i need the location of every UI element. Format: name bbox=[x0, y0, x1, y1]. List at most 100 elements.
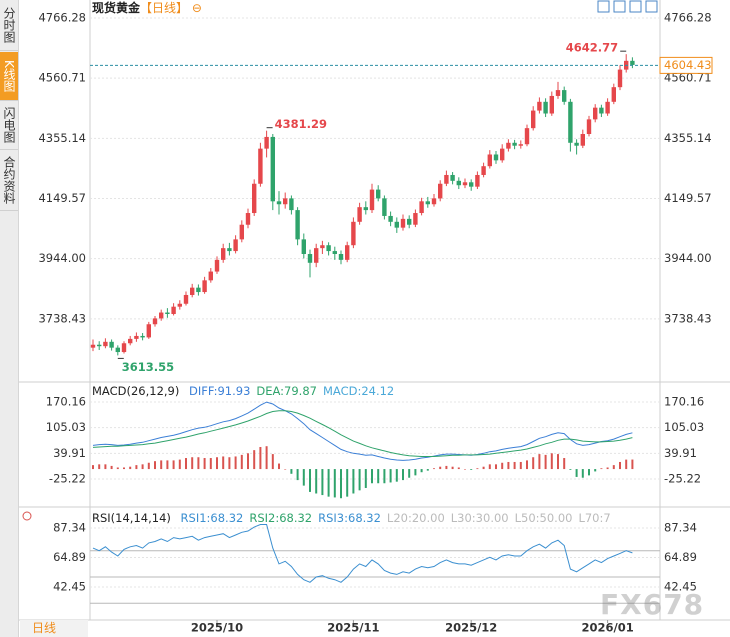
candle-body bbox=[413, 213, 418, 225]
macd-bar bbox=[557, 454, 559, 470]
macd-bar bbox=[544, 454, 547, 470]
macd-bar bbox=[222, 456, 225, 470]
candle-body bbox=[438, 183, 443, 199]
candle-body bbox=[630, 60, 635, 65]
chart-header: 现货黄金【日线】 ⊖ bbox=[92, 0, 202, 16]
sidebar-tab[interactable]: 分时图 bbox=[0, 0, 18, 51]
tool-icon[interactable] bbox=[645, 0, 658, 13]
macd-bar bbox=[507, 461, 510, 470]
macd-bar bbox=[371, 469, 373, 484]
candle-body bbox=[258, 148, 263, 184]
y-tick-label: 4560.71 bbox=[38, 71, 86, 85]
macd-bar bbox=[234, 456, 237, 470]
tool-icon[interactable] bbox=[613, 0, 626, 13]
rsi-line bbox=[92, 524, 633, 583]
candle-body bbox=[134, 335, 139, 339]
candle-body bbox=[382, 198, 387, 216]
chart-subtitle: 【日线】 bbox=[140, 1, 189, 15]
icon[interactable]: ⊖ bbox=[191, 1, 202, 15]
macd-bar bbox=[445, 465, 448, 470]
candle-body bbox=[580, 134, 585, 146]
sidebar-tab[interactable]: 闪电图 bbox=[0, 101, 18, 150]
y-tick-label: 39.91 bbox=[664, 446, 697, 460]
macd-bar bbox=[495, 464, 497, 470]
macd-bar bbox=[191, 457, 194, 470]
y-tick-label: 4355.14 bbox=[38, 131, 86, 145]
candle-body bbox=[599, 107, 604, 114]
candle-body bbox=[320, 245, 325, 249]
candle-body bbox=[214, 259, 220, 272]
macd-bar bbox=[408, 469, 411, 478]
candle-body bbox=[245, 213, 251, 225]
candle-body bbox=[190, 287, 195, 295]
macd-bar bbox=[433, 468, 435, 470]
candle-body bbox=[165, 312, 170, 314]
y-tick-label: 87.34 bbox=[664, 520, 697, 534]
macd-bar bbox=[464, 469, 466, 470]
candle-body bbox=[549, 95, 554, 114]
candle-body bbox=[227, 248, 232, 252]
period-selector[interactable]: 日线 bbox=[20, 620, 88, 637]
legend-entry: L30:30.00 bbox=[450, 511, 509, 525]
candle-body bbox=[289, 198, 294, 211]
candle-body bbox=[208, 271, 213, 281]
macd-bar bbox=[290, 469, 293, 474]
settings-icon[interactable] bbox=[22, 511, 32, 521]
candle-body bbox=[537, 101, 542, 111]
watermark: FX678 bbox=[600, 588, 705, 621]
macd-bar bbox=[581, 469, 584, 478]
candle-body bbox=[543, 101, 548, 114]
candle-body bbox=[115, 347, 120, 353]
candle-body bbox=[276, 201, 282, 205]
macd-bar bbox=[470, 469, 473, 470]
candle-body bbox=[617, 69, 623, 88]
legend-entry: L20:20.00 bbox=[386, 511, 445, 525]
candle-body bbox=[431, 198, 437, 205]
candle-body bbox=[611, 87, 616, 102]
tool-icon[interactable] bbox=[597, 0, 610, 13]
macd-bar bbox=[631, 459, 634, 470]
candle-body bbox=[568, 101, 573, 143]
high-label: 4381.29 bbox=[275, 117, 327, 131]
candle-body bbox=[586, 119, 592, 134]
candle-body bbox=[407, 218, 412, 225]
candle-body bbox=[506, 142, 511, 149]
candle-body bbox=[462, 182, 468, 186]
candle-body bbox=[239, 224, 244, 240]
macd-bar bbox=[358, 469, 361, 491]
candle-body bbox=[518, 144, 523, 146]
y-tick-label: 3944.00 bbox=[664, 251, 712, 265]
y-tick-label: -25.22 bbox=[664, 472, 701, 486]
macd-bar bbox=[110, 465, 113, 470]
tool-icon[interactable] bbox=[629, 0, 642, 13]
macd-bar bbox=[532, 457, 535, 470]
macd-bar bbox=[575, 469, 578, 477]
macd-bar bbox=[563, 458, 566, 470]
candle-body bbox=[146, 324, 151, 338]
candle-body bbox=[562, 90, 567, 102]
sidebar-tab[interactable]: K线图 bbox=[0, 52, 18, 101]
candle-body bbox=[345, 245, 350, 260]
macd-bar bbox=[160, 460, 163, 470]
legend-title: RSI(14,14,14) bbox=[92, 511, 171, 525]
candle-body bbox=[97, 344, 102, 347]
candle-body bbox=[400, 218, 406, 228]
candle-body bbox=[351, 221, 356, 246]
candle-body bbox=[121, 343, 127, 353]
toolbar[interactable] bbox=[597, 0, 658, 13]
candle-body bbox=[109, 341, 114, 348]
legend-entry: RSI3:68.32 bbox=[318, 511, 381, 525]
legend-entry: DEA:79.87 bbox=[256, 384, 317, 398]
macd-bar bbox=[247, 453, 249, 470]
y-tick-label: 3944.00 bbox=[38, 251, 86, 265]
y-tick-label: 64.89 bbox=[53, 550, 86, 564]
y-tick-label: 4560.71 bbox=[664, 71, 712, 85]
macd-bar bbox=[98, 464, 101, 470]
y-tick-label: 87.34 bbox=[53, 520, 86, 534]
sidebar-tab[interactable]: 合约资料 bbox=[0, 150, 18, 211]
macd-bar bbox=[501, 462, 504, 470]
candle-body bbox=[481, 166, 486, 175]
macd-bar bbox=[296, 469, 299, 481]
macd-bar bbox=[309, 469, 311, 492]
macd-bar bbox=[209, 458, 212, 470]
